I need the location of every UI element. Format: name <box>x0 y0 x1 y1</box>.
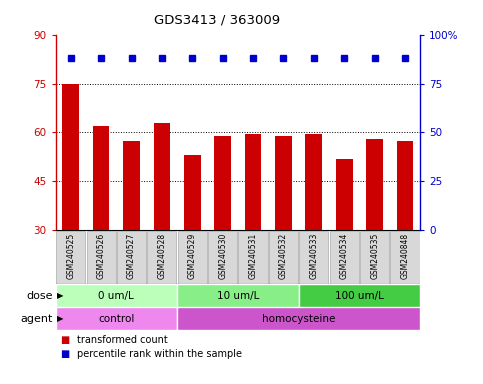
Bar <box>214 136 231 230</box>
Text: GDS3413 / 363009: GDS3413 / 363009 <box>154 13 281 26</box>
Bar <box>390 231 420 284</box>
Text: GSM240530: GSM240530 <box>218 233 227 280</box>
Bar <box>56 307 177 330</box>
Text: GSM240532: GSM240532 <box>279 233 288 279</box>
Bar <box>245 134 261 230</box>
Text: GSM240535: GSM240535 <box>370 233 379 280</box>
Bar <box>56 284 177 307</box>
Text: GSM240528: GSM240528 <box>157 233 167 279</box>
Bar <box>178 231 207 284</box>
Text: 100 um/L: 100 um/L <box>335 291 384 301</box>
Bar <box>147 231 176 284</box>
Text: GSM240529: GSM240529 <box>188 233 197 279</box>
Bar <box>366 139 383 230</box>
Bar <box>86 231 116 284</box>
Bar <box>177 284 298 307</box>
Bar <box>154 123 170 230</box>
Bar <box>117 231 146 284</box>
Text: GSM240531: GSM240531 <box>249 233 257 279</box>
Bar <box>305 134 322 230</box>
Bar <box>239 231 268 284</box>
Text: ■: ■ <box>60 349 70 359</box>
Bar <box>184 156 200 230</box>
Bar <box>299 231 328 284</box>
Text: GSM240527: GSM240527 <box>127 233 136 279</box>
Text: GSM240526: GSM240526 <box>97 233 106 279</box>
Bar <box>275 136 292 230</box>
Bar <box>269 231 298 284</box>
Bar <box>177 307 420 330</box>
Bar <box>208 231 237 284</box>
Text: ▶: ▶ <box>57 291 63 300</box>
Text: 10 um/L: 10 um/L <box>217 291 259 301</box>
Text: agent: agent <box>21 314 53 324</box>
Text: ■: ■ <box>60 335 70 345</box>
Bar <box>56 231 85 284</box>
Bar <box>62 84 79 230</box>
Text: GSM240534: GSM240534 <box>340 233 349 280</box>
Bar <box>397 141 413 230</box>
Text: homocysteine: homocysteine <box>262 314 335 324</box>
Text: 0 um/L: 0 um/L <box>99 291 134 301</box>
Bar <box>336 159 353 230</box>
Text: percentile rank within the sample: percentile rank within the sample <box>77 349 242 359</box>
Text: GSM240525: GSM240525 <box>66 233 75 279</box>
Bar <box>360 231 389 284</box>
Text: GSM240533: GSM240533 <box>309 233 318 280</box>
Bar <box>123 141 140 230</box>
Text: dose: dose <box>27 291 53 301</box>
Text: transformed count: transformed count <box>77 335 168 345</box>
Bar <box>93 126 110 230</box>
Bar <box>330 231 359 284</box>
Text: GSM240848: GSM240848 <box>400 233 410 279</box>
Text: control: control <box>98 314 134 324</box>
Text: ▶: ▶ <box>57 314 63 323</box>
Bar <box>298 284 420 307</box>
